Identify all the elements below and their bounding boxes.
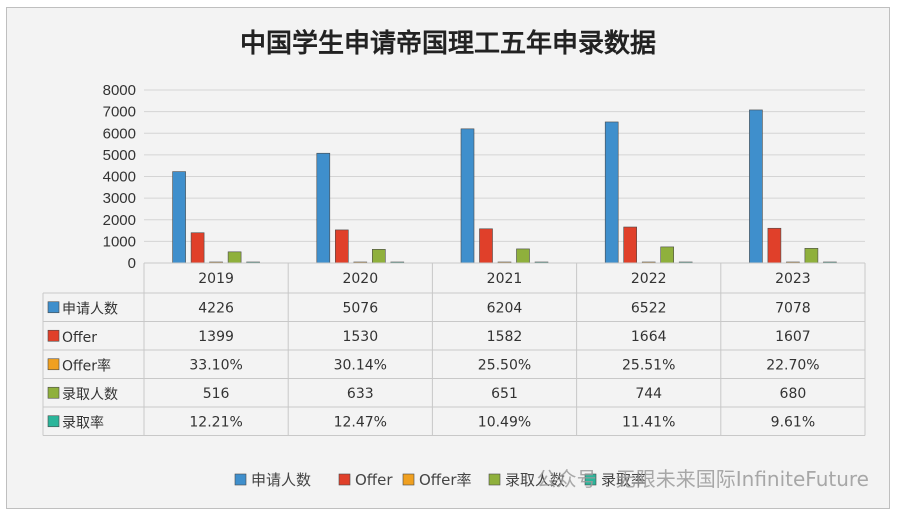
legend-label: Offer率	[419, 471, 472, 489]
table-cell: 6204	[487, 300, 523, 316]
table-cell: 11.41%	[622, 414, 675, 430]
bar-2-2022	[623, 226, 638, 264]
row-legend-key	[47, 415, 60, 428]
table-cell: 22.70%	[766, 357, 819, 373]
bar-4-2023	[804, 247, 819, 264]
table-cell: 25.50%	[478, 357, 531, 373]
table-cell: 10.49%	[478, 414, 531, 430]
row-series-name: 录取率	[62, 414, 104, 431]
y-tick-label: 6000	[103, 125, 136, 142]
bar-4-2022	[660, 246, 675, 264]
table-cell: 651	[491, 386, 518, 402]
bar-4-2020	[371, 249, 386, 264]
table-cell: 744	[635, 386, 662, 402]
table-cell: 1664	[631, 329, 667, 345]
bar-2-2019	[190, 232, 205, 264]
x-tick-label: 2019	[198, 271, 234, 287]
table-cell: 9.61%	[771, 414, 815, 430]
chart-title: 中国学生申请帝国理工五年申录数据	[240, 28, 656, 59]
y-tick-label: 2000	[103, 212, 136, 229]
legend-key	[338, 473, 351, 486]
bar-1-2019	[172, 171, 186, 264]
table-cell: 30.14%	[334, 357, 387, 373]
row-series-name: 录取人数	[62, 387, 118, 403]
table-cell: 1399	[198, 329, 234, 345]
legend-label: Offer	[355, 471, 393, 489]
y-tick-label: 5000	[103, 147, 136, 164]
row-legend-key	[47, 386, 60, 399]
table-cell: 5076	[342, 300, 378, 316]
table-cell: 633	[347, 386, 374, 402]
bar-2-2021	[479, 228, 493, 264]
legend-label: 申请人数	[251, 471, 311, 489]
watermark: 公众号 · 无限未来国际InfiniteFuture	[537, 467, 869, 491]
row-series-name: 申请人数	[62, 301, 118, 317]
table-cell: 1607	[775, 329, 811, 345]
bar-2-2023	[767, 227, 782, 264]
table-cell: 12.21%	[189, 414, 242, 430]
table-cell: 1530	[342, 329, 378, 345]
legend-key	[584, 473, 597, 486]
row-legend-key	[47, 329, 60, 342]
bar-1-2021	[460, 128, 475, 264]
bar-4-2021	[516, 248, 530, 264]
legend-label: 录取人数	[505, 471, 565, 489]
row-series-name: Offer率	[62, 357, 111, 374]
bar-2-2020	[334, 229, 349, 264]
y-tick-label: 1000	[103, 233, 136, 250]
bar-1-2022	[604, 121, 619, 264]
table-cell: 4226	[198, 300, 234, 316]
table-cell: 6522	[631, 300, 667, 316]
y-tick-label: 7000	[103, 104, 136, 121]
row-legend-key	[47, 358, 60, 371]
chart-frame: 中国学生申请帝国理工五年申录数据 0 1000 2000 3000 4000 5000 60…	[6, 7, 890, 509]
x-tick-label: 2022	[631, 271, 667, 287]
table-cell: 680	[780, 386, 807, 402]
legend-label: 录取率	[601, 471, 646, 489]
x-tick-label: 2023	[775, 271, 811, 287]
y-tick-label: 4000	[103, 169, 136, 186]
table-cell: 33.10%	[189, 357, 242, 373]
row-series-name: Offer	[62, 330, 97, 346]
bar-1-2023	[749, 109, 763, 264]
table-cell: 1582	[487, 329, 523, 345]
table-cell: 516	[203, 386, 230, 402]
row-legend-key	[47, 301, 60, 314]
legend-key	[234, 473, 247, 486]
y-tick-label: 8000	[103, 82, 136, 99]
table-cell: 7078	[775, 300, 811, 316]
x-tick-label: 2021	[487, 271, 523, 287]
y-tick-label: 0	[128, 255, 136, 272]
legend-key	[402, 473, 415, 486]
legend-key	[488, 473, 501, 486]
table-cell: 25.51%	[622, 357, 675, 373]
chart: 中国学生申请帝国理工五年申录数据 0 1000 2000 3000 4000 5000 60…	[42, 28, 869, 491]
y-tick-label: 3000	[103, 190, 136, 207]
bar-4-2019	[227, 251, 242, 264]
table-cell: 12.47%	[334, 414, 387, 430]
bar-1-2020	[316, 152, 331, 264]
x-tick-label: 2020	[342, 271, 378, 287]
